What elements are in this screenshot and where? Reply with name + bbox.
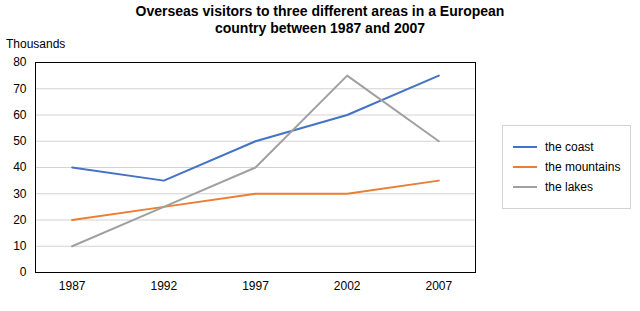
html-text:Thousands: Thousands bbox=[6, 37, 66, 51]
svg-text:10: 10 bbox=[13, 239, 27, 253]
html-text:the lakes: the lakes bbox=[545, 180, 593, 194]
svg-text:1987: 1987 bbox=[59, 279, 86, 293]
svg-text:1997: 1997 bbox=[242, 279, 269, 293]
svg-text:0: 0 bbox=[20, 265, 27, 279]
svg-text:80: 80 bbox=[13, 55, 27, 69]
svg-text:70: 70 bbox=[13, 82, 27, 96]
svg-text:50: 50 bbox=[13, 134, 27, 148]
svg-text:30: 30 bbox=[13, 187, 27, 201]
svg-text:40: 40 bbox=[13, 160, 27, 174]
svg-text:2002: 2002 bbox=[334, 279, 361, 293]
html-text:the coast: the coast bbox=[545, 140, 594, 154]
svg-text:60: 60 bbox=[13, 108, 27, 122]
svg-text:2007: 2007 bbox=[425, 279, 452, 293]
svg-text:20: 20 bbox=[13, 213, 27, 227]
svg-text:1992: 1992 bbox=[150, 279, 177, 293]
html-text:Overseas visitors to three dif: Overseas visitors to three different are… bbox=[135, 3, 505, 36]
html-text:the mountains: the mountains bbox=[545, 160, 621, 174]
